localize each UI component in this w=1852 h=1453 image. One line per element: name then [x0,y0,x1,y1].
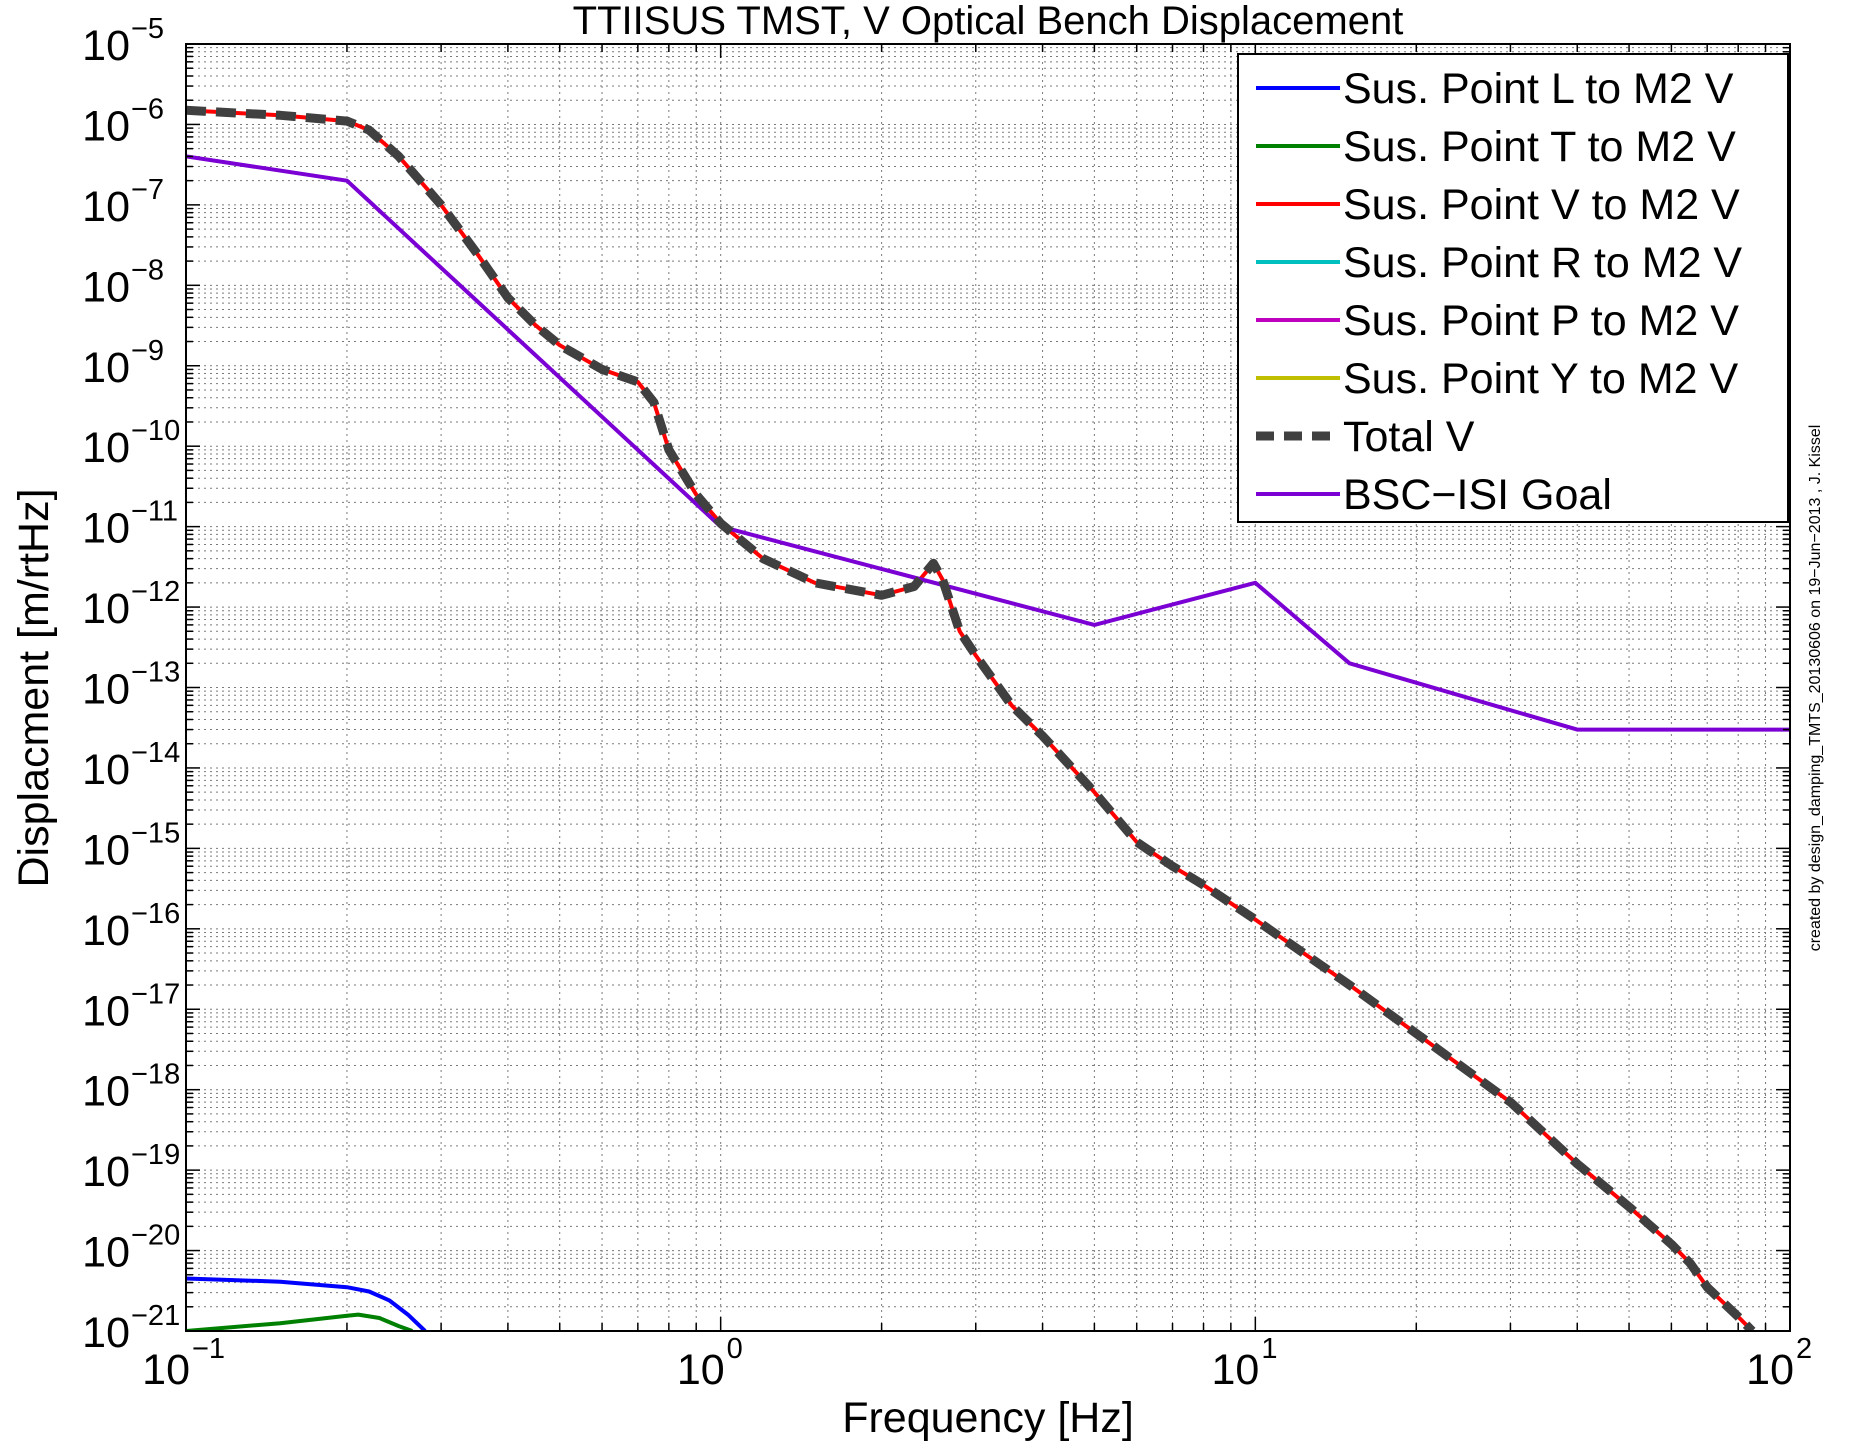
y-tick-label-exponent: −17 [131,978,180,1010]
series-line-total-v [186,105,1756,1331]
y-tick-label-exponent: −6 [131,93,164,125]
y-tick-label: 10 [82,987,130,1035]
y-tick-label: 10 [82,1068,130,1116]
y-tick-label: 10 [82,1148,130,1196]
y-tick-label-exponent: −18 [131,1059,180,1091]
y-tick-label-exponent: −11 [131,496,178,528]
y-tick-label: 10 [82,585,130,633]
series-line-sus-point-t-to-m2-v [186,1312,413,1331]
y-tick-label-exponent: −19 [131,1139,180,1171]
legend-label-sus-point-v-to-m2-v: Sus. Point V to M2 V [1343,181,1740,229]
y-tick-label: 10 [82,1309,130,1357]
y-tick-label: 10 [82,666,130,714]
y-tick-label: 10 [82,22,130,70]
chart-title: TTIISUS TMST, V Optical Bench Displaceme… [573,0,1404,43]
y-tick-label-exponent: −10 [131,415,180,447]
y-tick-label-exponent: −5 [131,13,164,45]
y-tick-label-exponent: −13 [131,657,180,689]
y-tick-label: 10 [82,505,130,553]
x-tick-label: 10 [1211,1346,1259,1394]
x-tick-label: 10 [1746,1346,1794,1394]
x-tick-label-exponent: −1 [192,1333,225,1365]
y-tick-label-exponent: −7 [131,174,164,206]
y-tick-label-exponent: −8 [131,254,164,286]
series-line-bsc-isi-goal [186,154,1790,732]
y-tick-labels: 10−510−610−710−810−910−1010−1110−1210−13… [82,13,180,1357]
chart-annotation: created by design_damping_TMTS_20130606 … [1807,425,1824,952]
x-axis-label: Frequency [Hz] [842,1394,1134,1442]
y-tick-label: 10 [82,907,130,955]
legend-label-bsc-isi-goal: BSC−ISI Goal [1343,471,1612,519]
y-tick-label: 10 [82,102,130,150]
x-tick-labels: 10 −1 10 0 10 1 10 2 [142,1333,1812,1394]
series-layer [186,105,1790,1331]
x-tick-label: 10 [677,1346,725,1394]
x-tick-label-exponent: 2 [1796,1333,1812,1365]
y-tick-label: 10 [82,263,130,311]
y-tick-label: 10 [82,424,130,472]
y-tick-label: 10 [82,746,130,794]
legend-label-total-v: Total V [1343,413,1475,461]
y-tick-label-exponent: −9 [131,335,164,367]
series-line-sus-point-l-to-m2-v [186,1276,427,1331]
y-axis-label: Displacment [m/rtHz] [10,488,58,887]
y-tick-label: 10 [82,1229,130,1277]
x-tick-label: 10 [142,1346,190,1394]
x-tick-label-exponent: 0 [727,1333,743,1365]
y-tick-label-exponent: −20 [131,1220,180,1252]
y-tick-label-exponent: −12 [131,576,180,608]
y-tick-label: 10 [82,826,130,874]
y-tick-label: 10 [82,344,130,392]
y-tick-label-exponent: −21 [131,1300,180,1332]
legend: Sus. Point L to M2 V Sus. Point T to M2 V… [1237,53,1789,523]
y-tick-label-exponent: −15 [131,817,180,849]
x-tick-label-exponent: 1 [1261,1333,1277,1365]
legend-label-sus-point-t-to-m2-v: Sus. Point T to M2 V [1343,123,1736,171]
y-tick-label-exponent: −16 [131,898,180,930]
legend-label-sus-point-l-to-m2-v: Sus. Point L to M2 V [1343,65,1734,113]
legend-label-sus-point-r-to-m2-v: Sus. Point R to M2 V [1343,239,1742,287]
y-tick-label-exponent: −14 [131,737,180,769]
y-tick-label: 10 [82,183,130,231]
legend-label-sus-point-p-to-m2-v: Sus. Point P to M2 V [1343,297,1739,345]
legend-box [1237,53,1789,523]
legend-label-sus-point-y-to-m2-v: Sus. Point Y to M2 V [1343,355,1739,403]
